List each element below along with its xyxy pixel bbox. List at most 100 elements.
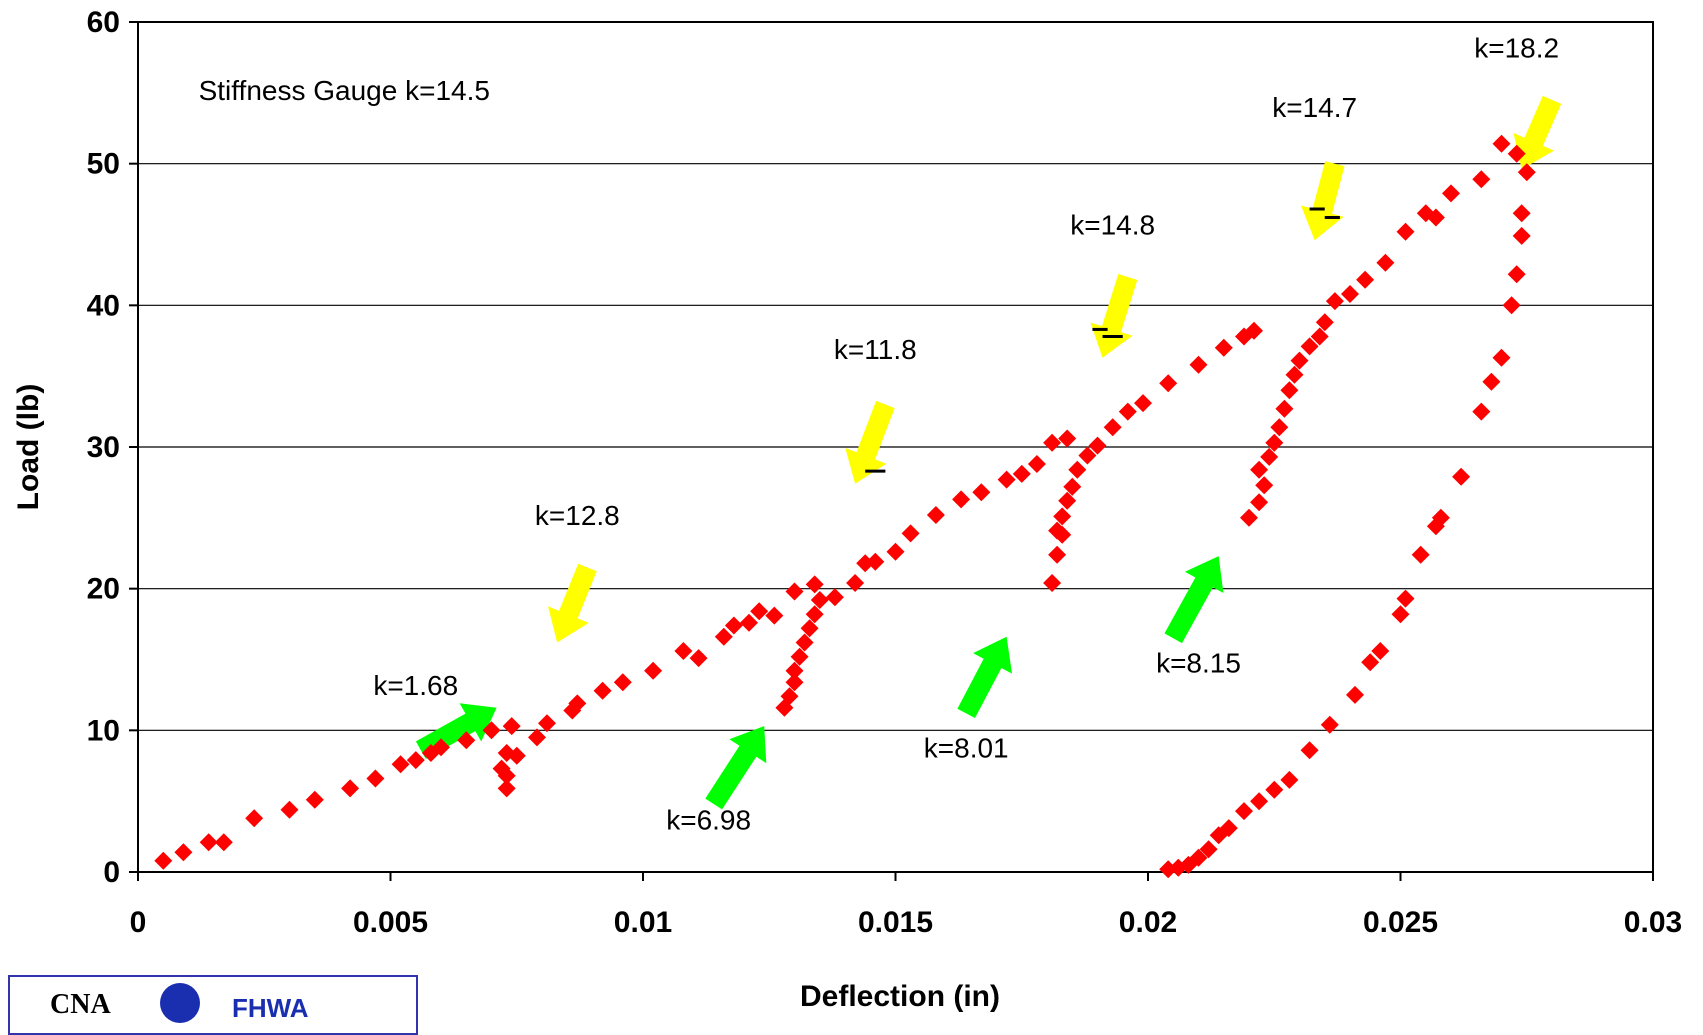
data-point (1043, 574, 1062, 592)
data-point (341, 779, 360, 798)
data-point (406, 751, 425, 770)
data-point (790, 647, 809, 666)
data-point (1512, 204, 1531, 223)
x-tick-label: 0.025 (1363, 906, 1438, 939)
x-tick-label: 0.03 (1624, 906, 1682, 939)
data-point (1245, 321, 1263, 340)
data-point (482, 721, 501, 740)
data-point (765, 606, 784, 625)
data-point (1507, 265, 1526, 284)
data-point (1502, 296, 1521, 315)
data-point (1063, 477, 1082, 496)
data-point (1341, 285, 1359, 303)
data-point (1088, 436, 1107, 455)
data-point (1442, 184, 1460, 203)
data-point (1310, 327, 1329, 346)
data-point (810, 591, 829, 609)
data-point (497, 766, 516, 785)
data-point (1118, 402, 1137, 421)
y-tick-label: 60 (87, 6, 120, 39)
data-point (1285, 365, 1304, 384)
annotation-label: k=18.2 (1474, 32, 1559, 63)
data-point (1240, 508, 1258, 527)
annotation-label: k=14.7 (1272, 92, 1357, 123)
data-point (644, 661, 663, 680)
y-tick-label: 30 (87, 431, 120, 464)
data-point (825, 588, 844, 607)
data-point (926, 506, 945, 524)
data-point (457, 731, 476, 750)
data-point (174, 843, 193, 862)
annotation-label: Stiffness Gauge k=14.5 (199, 75, 490, 106)
logo-fhwa-text: FHWA (232, 993, 309, 1023)
grid-lines (138, 163, 1653, 731)
y-axis-ticks: 0 10 20 30 40 50 60 (87, 6, 138, 889)
data-point (1058, 429, 1077, 448)
data-point (674, 642, 693, 660)
data-point (1265, 780, 1284, 799)
x-tick-label: 0.015 (858, 906, 933, 939)
y-tick-label: 10 (87, 714, 120, 747)
data-point (1290, 351, 1309, 370)
data-point (1280, 381, 1299, 400)
data-point (785, 582, 804, 601)
data-point (1371, 642, 1390, 660)
data-point (214, 833, 233, 852)
data-point (1325, 292, 1344, 311)
data-point (432, 738, 450, 757)
data-point (1159, 374, 1178, 393)
data-point (280, 800, 299, 819)
data-point (1472, 170, 1491, 189)
y-tick-label: 50 (87, 148, 120, 181)
data-point (568, 694, 587, 713)
data-point (1517, 163, 1536, 182)
data-point (1255, 476, 1274, 495)
annotation-label: k=1.68 (373, 670, 458, 701)
data-point (1103, 418, 1122, 437)
yellow-arrow-icon (1513, 95, 1562, 170)
annotation-label: k=11.8 (834, 334, 917, 365)
data-point (1199, 840, 1218, 859)
data-point (1482, 372, 1501, 391)
yellow-arrow-icon (1090, 274, 1138, 358)
data-point (507, 746, 526, 765)
x-tick-label: 0.02 (1119, 906, 1177, 939)
data-point (1280, 770, 1299, 789)
data-point (795, 633, 814, 652)
data-point (1043, 433, 1062, 452)
data-point (1270, 418, 1289, 437)
data-point (1300, 741, 1319, 760)
data-point (538, 714, 556, 733)
annotation-label: k=14.8 (1070, 210, 1155, 241)
green-arrow-icon (705, 726, 767, 810)
data-point (1209, 826, 1228, 845)
data-point (1452, 467, 1471, 486)
data-point (1507, 144, 1526, 163)
data-point (1472, 402, 1491, 421)
green-arrow-icon (957, 636, 1012, 718)
logo-box: CNA FHWA (8, 975, 418, 1035)
data-point (1265, 433, 1284, 452)
data-point (866, 552, 885, 571)
data-point (391, 755, 410, 774)
data-point (886, 542, 905, 561)
data-points (154, 134, 1536, 879)
annotation-arrows (415, 95, 1562, 810)
dash-marks (865, 207, 1340, 473)
data-point (613, 673, 632, 692)
data-point (305, 790, 324, 809)
data-point (1391, 605, 1410, 624)
data-point (366, 769, 385, 788)
data-point (1426, 517, 1445, 536)
data-point (750, 602, 769, 621)
data-point (805, 575, 824, 594)
data-point (1027, 455, 1046, 473)
data-point (805, 605, 824, 624)
yellow-arrow-icon (1301, 161, 1345, 241)
data-point (502, 717, 521, 736)
data-point (785, 673, 804, 692)
data-point (846, 574, 865, 592)
data-point (1396, 589, 1415, 608)
data-point (1159, 860, 1178, 879)
data-point (714, 627, 733, 646)
